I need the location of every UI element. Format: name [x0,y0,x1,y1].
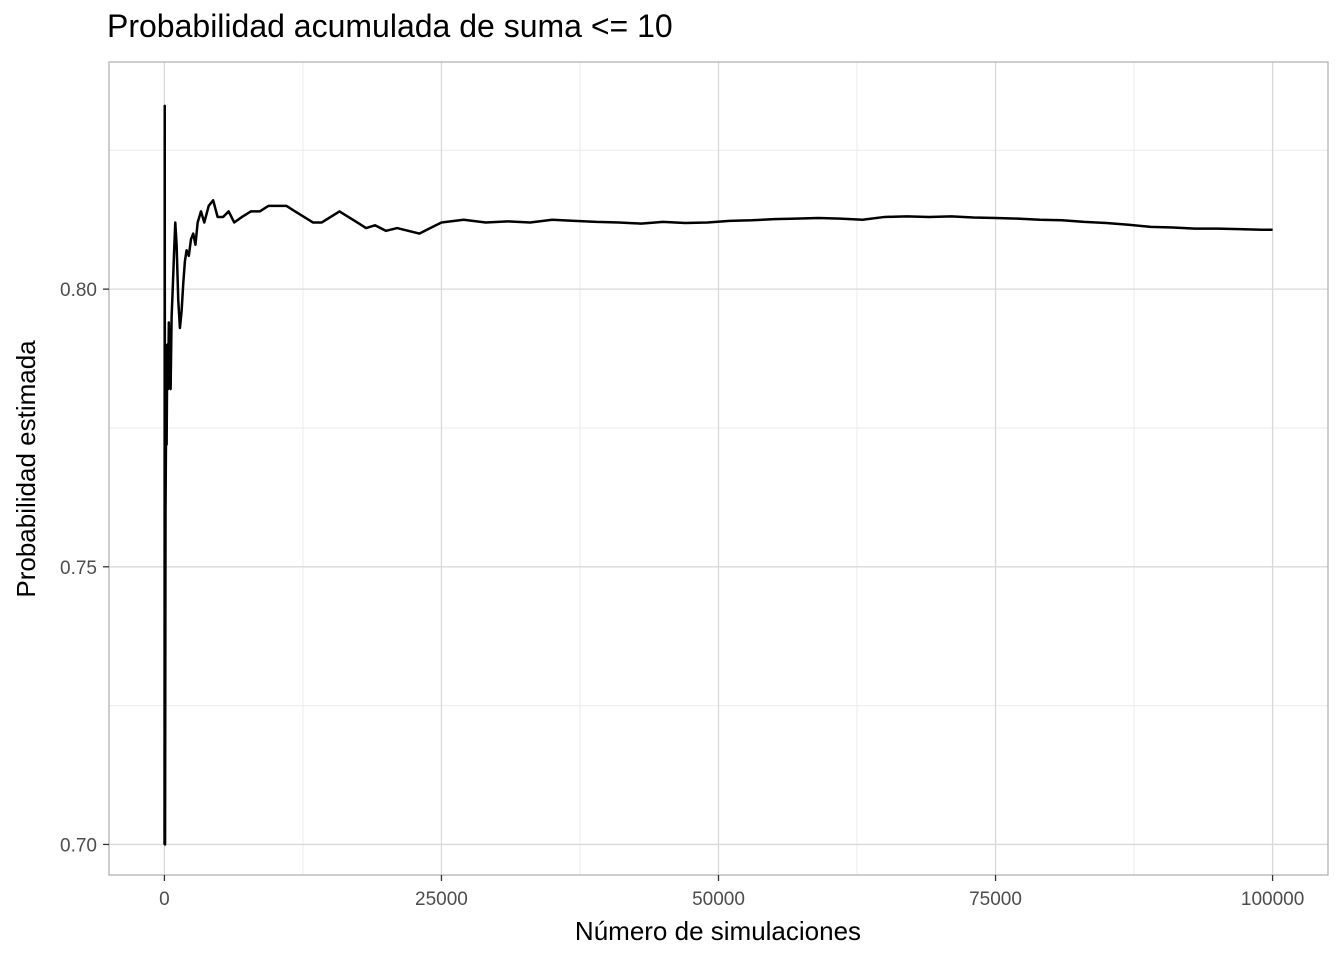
chart-title: Probabilidad acumulada de suma <= 10 [107,8,673,44]
x-tick-label: 50000 [692,889,745,910]
y-axis-title: Probabilidad estimada [11,340,41,598]
x-tick-label: 0 [159,889,170,910]
x-tick-label: 100000 [1241,889,1304,910]
major-gridlines [109,62,1328,875]
series-line [163,104,1273,846]
y-axis-ticks: 0.70 0.75 0.80 [60,280,109,856]
y-tick-label: 0.75 [60,558,97,579]
x-axis-title: Número de simulaciones [575,916,861,946]
y-tick-label: 0.70 [60,835,97,856]
x-tick-label: 75000 [969,889,1022,910]
y-tick-label: 0.80 [60,280,97,301]
x-tick-label: 25000 [415,889,468,910]
x-axis-ticks: 0 25000 50000 75000 100000 [159,875,1304,910]
